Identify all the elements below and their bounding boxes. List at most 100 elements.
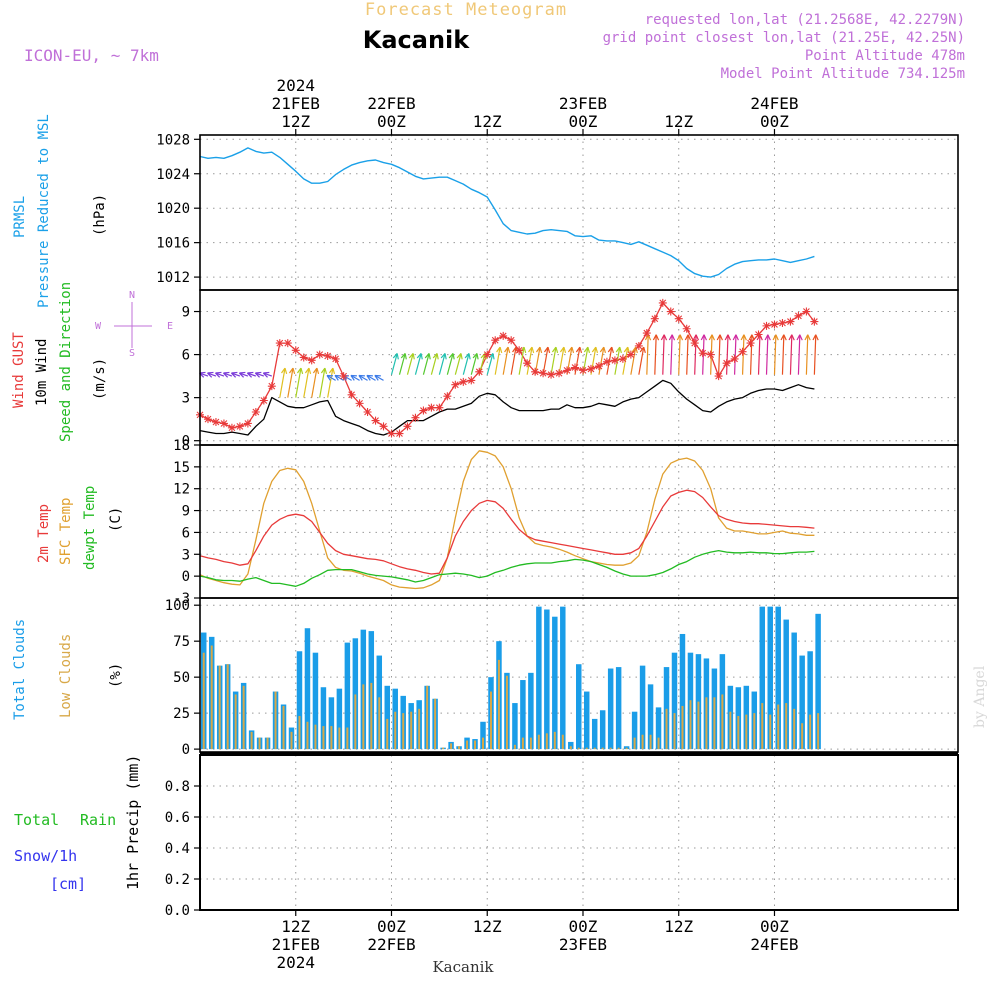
- wind-arrow: [646, 334, 649, 375]
- low-cloud-bar: [218, 665, 221, 750]
- wind-arrow-head: [262, 371, 270, 378]
- gust-marker: [547, 370, 556, 379]
- low-cloud-bar: [210, 645, 213, 750]
- temp-ytick-label: 9: [182, 504, 190, 520]
- wind-arrow-head: [207, 371, 214, 378]
- gust-marker: [419, 406, 428, 415]
- wind-arrow-head: [668, 334, 676, 341]
- total-cloud-bar: [615, 667, 622, 750]
- wind-arrow: [510, 346, 517, 375]
- low-cloud-bar: [641, 734, 644, 750]
- precip-label-cm: [cm]: [50, 875, 86, 893]
- top-time-label: 21FEB: [272, 94, 320, 113]
- pressure-label-prmsl: PRMSL: [12, 196, 28, 238]
- gust-marker: [594, 362, 603, 371]
- wind-arrow: [662, 334, 665, 375]
- gust-marker: [738, 347, 747, 356]
- wind-arrow: [574, 346, 581, 375]
- wind-arrow: [813, 334, 817, 375]
- total-cloud-bar: [568, 741, 574, 750]
- low-cloud-bar: [282, 705, 285, 750]
- bottom-time-label: 12Z: [473, 917, 502, 936]
- wind-arrow-head: [215, 371, 222, 378]
- clouds-ytick-label: 75: [173, 634, 190, 650]
- gust-marker: [714, 372, 723, 381]
- pressure-label-msl: Pressure Reduced to MSL: [36, 114, 52, 308]
- low-cloud-bar: [378, 697, 381, 750]
- total-cloud-bar: [296, 651, 303, 750]
- wind-arrow: [781, 334, 785, 375]
- gust-marker: [387, 429, 396, 438]
- total-cloud-bar: [799, 655, 805, 750]
- low-cloud-bar: [545, 733, 548, 750]
- wind-arrow: [446, 353, 454, 375]
- low-cloud-bar: [793, 708, 796, 750]
- wind-arrow-head: [732, 334, 739, 341]
- wind-ytick-label: 0: [182, 434, 190, 450]
- pressure-frame: [199, 134, 959, 291]
- total-cloud-bar: [336, 688, 343, 750]
- gust-marker: [275, 339, 284, 348]
- wind-arrow: [334, 374, 344, 381]
- wind-arrow: [670, 334, 673, 375]
- gust-marker: [411, 413, 420, 422]
- low-cloud-bar: [633, 737, 636, 750]
- precip-label-snow: Snow/1h: [14, 847, 77, 865]
- gust-marker: [690, 339, 699, 348]
- wind-arrow: [390, 353, 398, 375]
- low-cloud-bar: [258, 737, 261, 750]
- low-cloud-bar: [497, 659, 500, 750]
- wind-arrow-head: [623, 346, 630, 354]
- temp-frame: [199, 444, 959, 599]
- temp-ytick-label: 0: [182, 569, 190, 585]
- wind-arrow: [518, 346, 525, 375]
- wind-arrow: [542, 346, 549, 375]
- wind-label-10m: 10m Wind: [34, 339, 50, 406]
- wind-arrow-head: [238, 371, 246, 378]
- wind-arrow-head: [304, 367, 312, 375]
- gust-marker: [706, 350, 715, 359]
- location-title: Kacanik: [363, 26, 471, 54]
- wind-arrow: [741, 334, 745, 375]
- wind-arrow-head: [575, 346, 583, 354]
- precip-ytick-label: 0.0: [165, 903, 190, 919]
- total-cloud-bar: [344, 642, 351, 750]
- clouds-ytick-label: 50: [173, 670, 190, 686]
- sfc-temp-line: [199, 450, 815, 590]
- top-time-label: 12Z: [664, 112, 693, 131]
- total-cloud-bar: [328, 697, 335, 750]
- wind-arrow-head: [652, 334, 660, 341]
- top-time-label: 12Z: [473, 112, 502, 131]
- pressure-ytick-label: 1020: [156, 201, 190, 217]
- pressure-ytick-label: 1028: [156, 132, 190, 148]
- temp-2m-line: [199, 489, 815, 575]
- pressure-unit: (hPa): [92, 194, 108, 236]
- wind-arrow: [231, 372, 241, 377]
- low-cloud-bar: [521, 737, 524, 750]
- compass-w: W: [95, 321, 102, 332]
- total-cloud-bar: [304, 628, 311, 750]
- low-cloud-bar: [705, 697, 708, 750]
- wind-arrow-head: [676, 334, 684, 341]
- wind-arrow: [199, 372, 209, 377]
- total-cloud-bar: [783, 619, 789, 750]
- wind-arrow: [326, 374, 336, 381]
- product-title: Forecast Meteogram: [365, 0, 567, 20]
- chart-marks: 101210161020102410280369-303691215180255…: [156, 76, 959, 972]
- gust-marker: [283, 339, 292, 348]
- compass-rose: N S W E: [95, 290, 173, 359]
- wind-arrow-head: [660, 334, 668, 341]
- bottom-time-label: 00Z: [760, 917, 789, 936]
- wind-arrow: [558, 346, 565, 375]
- gust-marker: [483, 350, 492, 359]
- precip-label-rain: Rain: [80, 811, 116, 829]
- bottom-time-label: 12Z: [281, 917, 310, 936]
- total-cloud-bar: [320, 687, 327, 750]
- temp-label-dewpt: dewpt Temp: [82, 486, 98, 570]
- bottom-time-label: 22FEB: [367, 935, 415, 954]
- wind-arrow-head: [684, 334, 692, 341]
- gust-marker: [243, 419, 252, 428]
- wind-arrow-head: [692, 334, 700, 341]
- wind-arrow: [287, 367, 294, 398]
- low-cloud-bar: [450, 743, 453, 750]
